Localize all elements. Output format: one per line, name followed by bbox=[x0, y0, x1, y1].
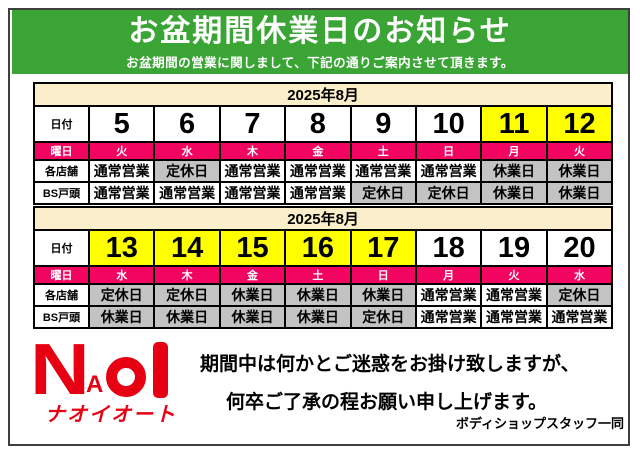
weekday-cell: 金 bbox=[284, 141, 352, 161]
date-cell: 17 bbox=[349, 229, 417, 267]
bs-status-cell: 通常営業 bbox=[480, 305, 548, 329]
signoff-text: ボディショップスタッフ一同 bbox=[455, 416, 624, 431]
weekday-cell: 火 bbox=[545, 141, 614, 161]
weekday-cell: 木 bbox=[218, 141, 287, 161]
bs-status-cell: 定休日 bbox=[349, 305, 417, 329]
notice-header: お盆期間休業日のお知らせ お盆期間の営業に関しまして、下記の通りご案内させて頂き… bbox=[12, 10, 628, 74]
date-cell: 9 bbox=[349, 105, 417, 143]
weekday-cell: 水 bbox=[545, 265, 614, 285]
date-cell: 10 bbox=[414, 105, 483, 143]
stores-status-cell: 休業日 bbox=[480, 159, 548, 183]
date-cell: 8 bbox=[284, 105, 352, 143]
bs-status-cell: 通常営業 bbox=[218, 181, 287, 205]
bs-status-cell: 通常営業 bbox=[545, 305, 614, 329]
logo-letter-o-ring bbox=[106, 357, 147, 397]
weekday-cell: 日 bbox=[349, 265, 417, 285]
page-subtitle: お盆期間の営業に関しまして、下記の通りご案内させて頂きます。 bbox=[126, 56, 514, 70]
weekday-cell: 月 bbox=[414, 265, 483, 285]
bs-status-cell: 通常営業 bbox=[87, 181, 156, 205]
stores-status-cell: 定休日 bbox=[153, 283, 221, 307]
weekday-row-label: 曜日 bbox=[33, 141, 90, 161]
schedule-table-week1: 2025年8月 日付 5 6 7 8 9 10 11 12 曜日火水木金土日月火各店舗 通常営業 定休日… bbox=[32, 82, 614, 205]
date-cell: 19 bbox=[480, 229, 548, 267]
stores-row-label: 各店舗 bbox=[33, 159, 90, 183]
date-cell: 5 bbox=[87, 105, 156, 143]
bs-status-cell: 休業日 bbox=[218, 305, 287, 329]
bs-status-cell: 休業日 bbox=[545, 181, 614, 205]
stores-status-cell: 休業日 bbox=[218, 283, 287, 307]
schedule-table-week2: 2025年8月 日付 13 14 15 16 17 18 19 20 曜日水木金土日月火水各店舗 定休… bbox=[32, 206, 614, 329]
bs-status-cell: 通常営業 bbox=[153, 181, 221, 205]
weekday-row-label: 曜日 bbox=[33, 265, 90, 285]
stores-status-cell: 通常営業 bbox=[349, 159, 417, 183]
weekday-cell: 土 bbox=[349, 141, 417, 161]
page-title: お盆期間休業日のお知らせ bbox=[128, 15, 512, 48]
stores-status-cell: 通常営業 bbox=[284, 159, 352, 183]
date-cell: 15 bbox=[218, 229, 287, 267]
weekday-cell: 月 bbox=[480, 141, 548, 161]
bs-status-cell: 休業日 bbox=[153, 305, 221, 329]
bs-status-cell: 通常営業 bbox=[284, 181, 352, 205]
naoi-logo: N A bbox=[30, 330, 169, 410]
date-row-label: 日付 bbox=[33, 229, 90, 267]
bs-status-cell: 休業日 bbox=[87, 305, 156, 329]
date-cell: 6 bbox=[153, 105, 221, 143]
weekday-cell: 木 bbox=[153, 265, 221, 285]
date-cell: 18 bbox=[414, 229, 483, 267]
date-cell: 7 bbox=[218, 105, 287, 143]
date-row-label: 日付 bbox=[33, 105, 90, 143]
message-line1: 期間中は何かとご迷惑をお掛け致しますが、 bbox=[200, 354, 580, 375]
stores-status-cell: 定休日 bbox=[87, 283, 156, 307]
weekday-cell: 日 bbox=[414, 141, 483, 161]
date-cell: 11 bbox=[480, 105, 548, 143]
stores-status-cell: 通常営業 bbox=[218, 159, 287, 183]
weekday-cell: 金 bbox=[218, 265, 287, 285]
bs-status-cell: 休業日 bbox=[284, 305, 352, 329]
logo-katakana-text: ナオイオート bbox=[45, 404, 177, 426]
bs-status-cell: 定休日 bbox=[349, 181, 417, 205]
stores-status-cell: 休業日 bbox=[284, 283, 352, 307]
bs-row-label: BS戸頭 bbox=[33, 181, 90, 205]
date-cell: 14 bbox=[153, 229, 221, 267]
date-cell: 12 bbox=[545, 105, 614, 143]
weekday-cell: 水 bbox=[153, 141, 221, 161]
date-cell: 16 bbox=[284, 229, 352, 267]
stores-status-cell: 定休日 bbox=[545, 283, 614, 307]
date-cell: 20 bbox=[545, 229, 614, 267]
stores-row-label: 各店舗 bbox=[33, 283, 90, 307]
logo-letter-n: N bbox=[30, 330, 90, 410]
stores-status-cell: 通常営業 bbox=[414, 283, 483, 307]
bs-status-cell: 定休日 bbox=[414, 181, 483, 205]
month-header: 2025年8月 bbox=[32, 82, 614, 107]
stores-status-cell: 定休日 bbox=[153, 159, 221, 183]
bs-status-cell: 通常営業 bbox=[414, 305, 483, 329]
logo-letter-i-bar bbox=[153, 342, 169, 398]
weekday-cell: 火 bbox=[87, 141, 156, 161]
apology-message: 期間中は何かとご迷惑をお掛け致しますが、 何卒ご了承の程お願い申し上げます。 bbox=[200, 349, 625, 414]
stores-status-cell: 休業日 bbox=[349, 283, 417, 307]
bs-status-cell: 休業日 bbox=[480, 181, 548, 205]
stores-status-cell: 休業日 bbox=[545, 159, 614, 183]
stores-status-cell: 通常営業 bbox=[414, 159, 483, 183]
message-line2: 何卒ご了承の程お願い申し上げます。 bbox=[226, 392, 548, 413]
date-cell: 13 bbox=[87, 229, 156, 267]
logo-letter-a: A bbox=[86, 371, 104, 398]
month-header: 2025年8月 bbox=[32, 206, 614, 231]
stores-status-cell: 通常営業 bbox=[87, 159, 156, 183]
weekday-cell: 土 bbox=[284, 265, 352, 285]
weekday-cell: 水 bbox=[87, 265, 156, 285]
bs-row-label: BS戸頭 bbox=[33, 305, 90, 329]
weekday-cell: 火 bbox=[480, 265, 548, 285]
page-border bbox=[8, 8, 630, 446]
stores-status-cell: 通常営業 bbox=[480, 283, 548, 307]
